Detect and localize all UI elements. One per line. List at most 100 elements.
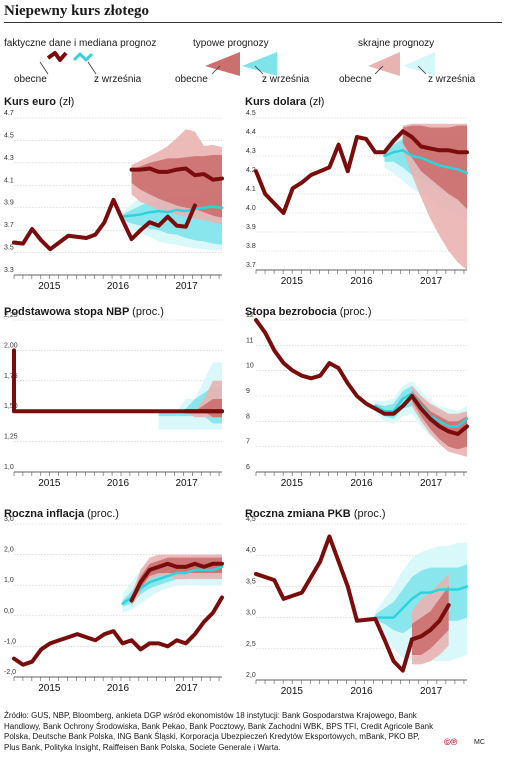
y-tick-label: 8 (246, 413, 250, 420)
chart-title: Stopa bezrobocia (245, 306, 337, 318)
x-tick-label: 2017 (176, 281, 199, 292)
y-tick-label: 2,5 (246, 641, 256, 648)
x-tick-label: 2016 (107, 478, 130, 489)
y-tick-label: 3,0 (4, 516, 14, 523)
chart-unit: (proc.) (353, 508, 386, 520)
chart-title: Kurs dolara (245, 96, 307, 108)
y-tick-label: -1,0 (4, 638, 16, 645)
y-tick-label: 1,0 (4, 464, 14, 471)
y-tick-label: 3.5 (4, 245, 14, 252)
y-tick-label: 3.7 (246, 262, 256, 269)
panel-title: Roczna inflacja (proc.) (4, 508, 119, 520)
actual-data-line (12, 595, 224, 667)
y-tick-label: 2,25 (4, 312, 18, 319)
legend-extreme-september-band (403, 52, 435, 76)
legend-pointer (417, 65, 427, 75)
y-tick-label: 2,0 (246, 672, 256, 679)
chart-unit: (proc.) (132, 306, 164, 318)
chart-unit: (zł) (309, 96, 325, 108)
y-tick-label: 7 (246, 439, 250, 446)
x-tick-label: 2015 (281, 276, 304, 287)
chart-unit: (zł) (59, 96, 75, 108)
y-tick-label: 4.3 (246, 148, 256, 155)
y-tick-label: 12 (246, 312, 254, 319)
legend-actual-september: z września (94, 74, 142, 85)
actual-data-line (254, 534, 414, 673)
september-median-line (374, 585, 469, 619)
x-tick-label: 2015 (281, 478, 304, 489)
legend-typical-september-band (242, 52, 277, 76)
title-rule (4, 22, 502, 23)
y-tick-label: 3.3 (4, 267, 14, 274)
y-tick-label: 0,0 (4, 608, 14, 615)
chart-title: Podstawowa stopa NBP (4, 306, 130, 318)
y-tick-label: 4,0 (246, 547, 256, 554)
legend-typical-current: obecne (175, 74, 208, 85)
y-tick-label: 4.1 (4, 177, 14, 184)
y-tick-label: 3,0 (246, 610, 256, 617)
y-tick-label: 1,25 (4, 434, 18, 441)
chart-title: Kurs euro (4, 96, 56, 108)
y-tick-label: 3.7 (4, 222, 14, 229)
legend-actual-label: faktyczne dane i mediana prognoz (4, 38, 157, 49)
y-tick-label: 9 (246, 388, 250, 395)
legend-graphic (39, 51, 435, 76)
panel-title: Kurs dolara (zł) (245, 96, 324, 108)
current-median-line (129, 166, 224, 182)
x-tick-label: 2017 (176, 478, 199, 489)
y-tick-label: 3.8 (246, 243, 256, 250)
chart-title: Roczna zmiana PKB (245, 508, 351, 520)
chart-unit: (proc.) (339, 306, 372, 318)
source-note: Źródło: GUS, NBP, Bloomberg, ankieta DGP… (4, 711, 434, 752)
y-tick-label: 3.9 (4, 200, 14, 207)
current-median-line (129, 561, 224, 603)
y-tick-label: 4.3 (4, 155, 14, 162)
panel-title: Kurs euro (zł) (4, 96, 74, 108)
y-tick-label: 4.5 (4, 132, 14, 139)
legend-extreme-current-band (368, 52, 400, 76)
legend-pointer (39, 61, 49, 75)
y-tick-label: 2,00 (4, 342, 18, 349)
y-tick-label: 3.9 (246, 224, 256, 231)
actual-data-line (254, 318, 414, 416)
author-initials: MC (474, 739, 485, 746)
chart-unit: (proc.) (87, 508, 119, 520)
panel-title: Roczna zmiana PKB (proc.) (245, 508, 386, 520)
legend-extreme-current: obecne (339, 74, 372, 85)
y-tick-label: 11 (246, 337, 253, 344)
x-tick-label: 2015 (281, 686, 304, 697)
legend-typical-label: typowe prognozy (193, 38, 269, 49)
y-tick-label: 4.5 (246, 110, 256, 117)
panel-title: Podstawowa stopa NBP (proc.) (4, 306, 164, 318)
page-title: Niepewny kurs złotego (4, 3, 149, 19)
actual-data-line (12, 348, 224, 414)
x-tick-label: 2016 (350, 686, 373, 697)
x-tick-label: 2017 (176, 683, 199, 694)
current-median-line (409, 394, 469, 436)
x-tick-label: 2017 (420, 276, 443, 287)
y-tick-label: 4.1 (246, 186, 256, 193)
x-tick-label: 2015 (38, 478, 61, 489)
y-tick-label: -2,0 (4, 669, 16, 676)
y-tick-label: 1,75 (4, 373, 18, 380)
legend-pointer (374, 65, 384, 75)
legend-typical-current-band (205, 52, 240, 76)
current-median-line (409, 603, 451, 642)
x-tick-label: 2016 (107, 281, 130, 292)
y-tick-label: 4.7 (4, 110, 14, 117)
y-tick-label: 10 (246, 363, 254, 370)
y-tick-label: 6 (246, 464, 250, 471)
actual-data-line (254, 129, 405, 215)
september-median-line (121, 205, 224, 218)
chart-title: Roczna inflacja (4, 508, 85, 520)
x-tick-label: 2017 (420, 478, 443, 489)
y-tick-label: 4.0 (246, 205, 256, 212)
legend-actual-current: obecne (14, 74, 47, 85)
legend-extreme-september: z września (428, 74, 476, 85)
y-tick-label: 3,5 (246, 578, 256, 585)
y-tick-label: 1,0 (4, 577, 14, 584)
september-median-line (383, 149, 469, 175)
legend-pointer (254, 65, 264, 75)
x-tick-label: 2015 (38, 683, 61, 694)
current-median-line (400, 129, 469, 155)
